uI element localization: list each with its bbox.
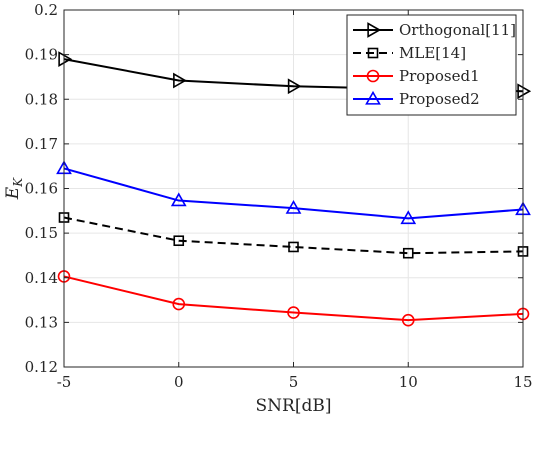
y-tick-label: 0.12 (25, 358, 58, 376)
legend-label: MLE[14] (399, 44, 466, 62)
series-line (63, 216, 524, 255)
data-point (400, 210, 417, 225)
y-tick-label: 0.19 (25, 46, 58, 64)
legend-marker (366, 69, 380, 83)
legend-marker (367, 22, 382, 38)
data-point (287, 78, 302, 95)
y-tick-label: 0.17 (25, 135, 58, 153)
x-tick-label: -5 (57, 373, 72, 391)
data-point (288, 241, 299, 253)
data-point (285, 200, 302, 214)
data-point (517, 83, 532, 100)
y-tick-label: 0.13 (25, 313, 58, 331)
y-tick-label: 0.16 (25, 180, 58, 198)
y-axis-label-text: EK (3, 177, 25, 200)
x-tick-label: 10 (399, 373, 418, 391)
y-tick-label: 0.15 (25, 224, 58, 242)
y-tick-label: 0.14 (25, 269, 58, 287)
y-tick-label: 0.2 (34, 1, 58, 19)
legend: Orthogonal[11] MLE[14] Proposed1 Proposed2 (346, 14, 517, 116)
series-line (63, 167, 524, 220)
y-tick-label: 0.18 (25, 90, 58, 108)
x-tick-label: 15 (513, 373, 532, 391)
legend-label: Proposed1 (399, 67, 480, 85)
legend-marker (367, 47, 379, 59)
x-tick-label: 0 (174, 373, 184, 391)
legend-marker (365, 90, 381, 105)
data-point (170, 192, 187, 207)
data-point (58, 51, 73, 67)
x-tick-label: 5 (289, 373, 299, 391)
series-line (63, 275, 524, 322)
legend-label: Proposed2 (399, 90, 480, 108)
legend-label: Orthogonal[11] (399, 21, 516, 39)
x-axis-label: SNR[dB] (256, 396, 332, 416)
data-point (401, 313, 415, 327)
data-point (287, 306, 300, 319)
y-axis-label: EK (3, 177, 25, 200)
data-point (172, 297, 186, 311)
data-point (173, 72, 187, 89)
axis-ticks: -5 0 5 10 15 0.12 0.13 0.14 0.15 0.16 0.17 0.18 0.19… (25, 1, 533, 391)
data-point (402, 247, 414, 259)
data-point (173, 235, 185, 247)
